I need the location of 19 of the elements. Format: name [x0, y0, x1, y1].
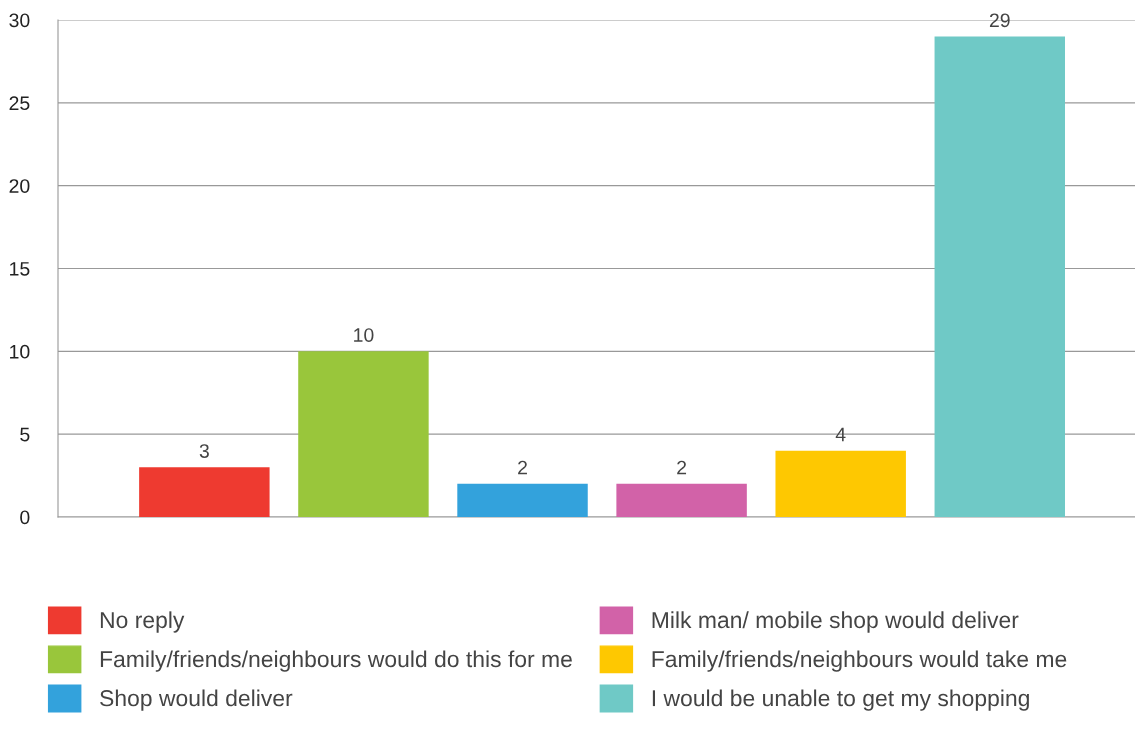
legend-label: I would be unable to get my shopping: [652, 689, 1029, 711]
y-tick-label: 5: [20, 427, 30, 442]
data-label: 3: [199, 444, 209, 458]
data-label: 2: [677, 460, 687, 475]
data-label: 4: [835, 427, 846, 442]
y-tick-label: 15: [10, 262, 30, 276]
y-tick-label: 0: [20, 510, 30, 525]
legend-label: Family/friends/neighbours would do this for me: [100, 650, 572, 672]
y-tick-label: 30: [9, 13, 30, 28]
data-label: 10: [354, 328, 374, 342]
data-label: 29: [989, 13, 1010, 28]
legend-label: Milk man/ mobile shop would deliver: [652, 611, 1019, 633]
legend-label: Family/friends/neighbours would take me: [652, 650, 1067, 672]
y-tick-label: 25: [9, 96, 30, 111]
y-tick-label: 20: [9, 179, 30, 193]
legend-label: Shop would deliver: [100, 689, 293, 711]
y-tick-label: 10: [10, 344, 30, 359]
legend-label: No reply: [100, 611, 185, 633]
data-label: 2: [518, 460, 527, 475]
